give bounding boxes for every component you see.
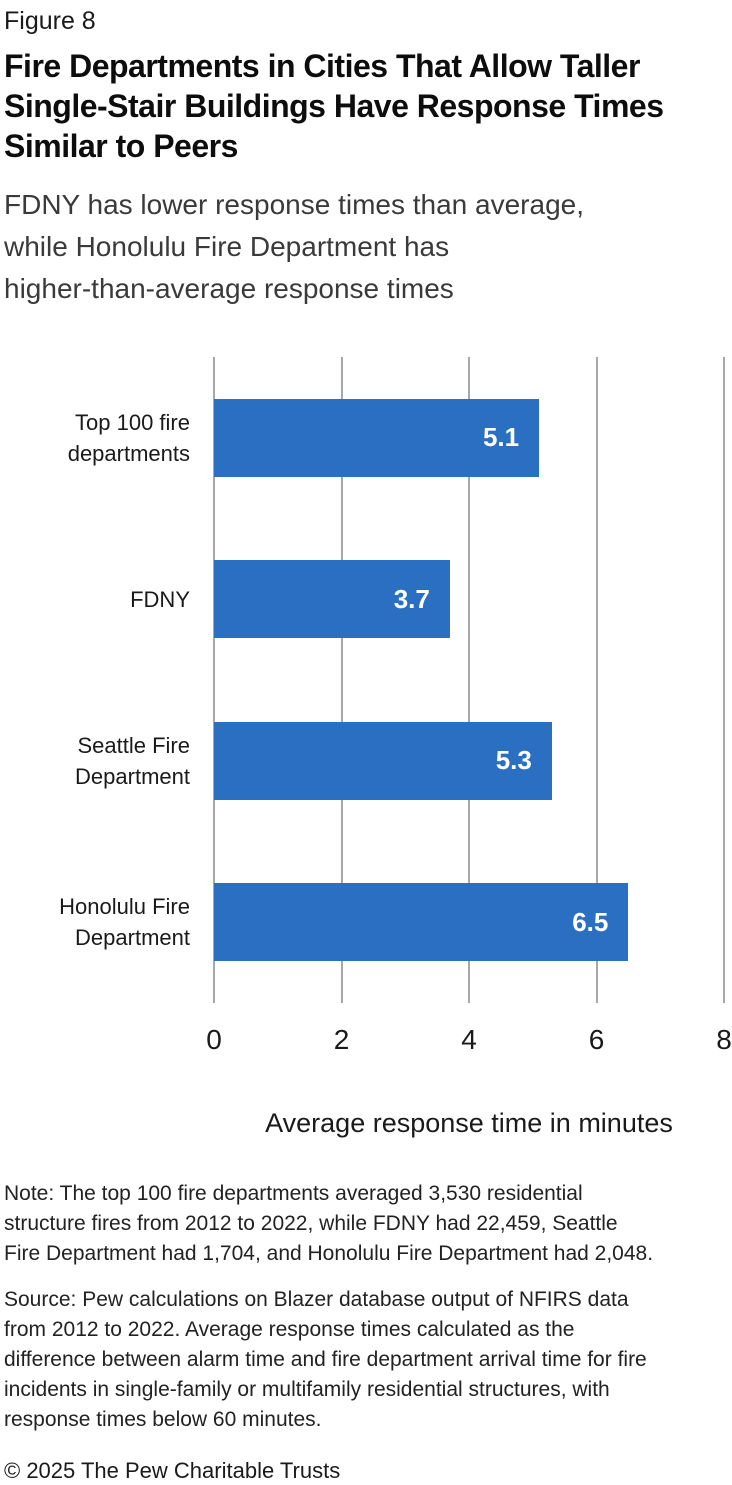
copyright-text: © 2025 The Pew Charitable Trusts	[4, 1458, 341, 1483]
plot-area: 5.1 3.7 5.3 6.5	[213, 357, 725, 1003]
figure-page: Figure 8 Fire Departments in Cities That…	[4, 6, 732, 1485]
bar-band: 5.3	[214, 680, 724, 842]
bar-top-100-fire-departments: 5.1	[214, 398, 540, 477]
category-label-seattle-fire-department: Seattle Fire Department	[75, 732, 190, 789]
category-label-fdny: FDNY	[130, 586, 190, 612]
bar-band: 5.1	[214, 357, 724, 519]
gridline-6	[595, 357, 598, 1003]
bar-band: 6.5	[214, 842, 724, 1004]
bar-value-label-honolulu-fire-department: 6.5	[572, 906, 609, 937]
source-text: Source: Pew calculations on Blazer datab…	[4, 1288, 647, 1431]
category-label-top-100-fire-departments: Top 100 fire departments	[67, 409, 190, 466]
gridline-0	[213, 357, 215, 1003]
category-label-honolulu-fire-department: Honolulu Fire Department	[59, 894, 190, 951]
bar-seattle-fire-department: 5.3	[214, 721, 552, 800]
bar-value-label-fdny: 3.7	[393, 583, 430, 614]
bar-chart: Top 100 fire departments FDNY Seattle Fire…	[4, 357, 728, 1003]
figure-label: Figure 8	[4, 7, 96, 35]
x-axis-label: Average response time in minutes	[265, 1108, 673, 1138]
x-tick-6: 6	[588, 1024, 605, 1055]
category-label-column: Top 100 fire departments FDNY Seattle Fire…	[4, 357, 190, 1003]
x-tick-8: 8	[716, 1024, 732, 1055]
x-tick-4: 4	[461, 1024, 477, 1055]
bar-fdny: 3.7	[214, 560, 450, 639]
gridline-8	[723, 357, 725, 1003]
bar-honolulu-fire-department: 6.5	[214, 883, 629, 962]
note-text: Note: The top 100 fire departments avera…	[4, 1182, 654, 1265]
x-tick-2: 2	[333, 1024, 350, 1055]
gridline-2	[340, 357, 343, 1003]
bar-value-label-seattle-fire-department: 5.3	[495, 745, 532, 776]
chart-title: Fire Departments in Cities That Allow Ta…	[4, 48, 664, 164]
x-axis-tick-row: 0 2 4 6 8	[206, 1023, 732, 1057]
bar-value-label-top-100-fire-departments: 5.1	[482, 422, 520, 453]
chart-subtitle: FDNY has lower response times than avera…	[4, 189, 584, 304]
gridline-4	[468, 357, 470, 1003]
bar-band-container: 5.1 3.7 5.3 6.5	[214, 357, 724, 1003]
x-tick-0: 0	[206, 1024, 222, 1055]
bar-band: 3.7	[214, 519, 724, 681]
